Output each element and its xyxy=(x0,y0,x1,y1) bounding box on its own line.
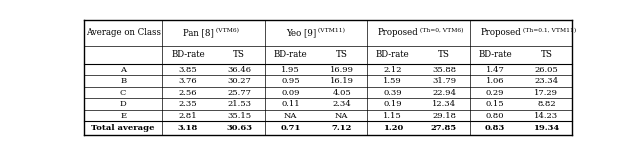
Text: C: C xyxy=(120,89,126,97)
Text: 17.29: 17.29 xyxy=(534,89,559,97)
Text: 0.80: 0.80 xyxy=(486,112,504,119)
Text: 3.76: 3.76 xyxy=(179,77,197,85)
Text: 35.88: 35.88 xyxy=(432,66,456,74)
Text: 3.85: 3.85 xyxy=(179,66,197,74)
Text: (VTM6): (VTM6) xyxy=(214,28,239,33)
Text: Yeo [9]: Yeo [9] xyxy=(285,28,316,37)
Text: Total average: Total average xyxy=(92,124,155,132)
Text: 0.15: 0.15 xyxy=(486,100,504,108)
Text: 0.39: 0.39 xyxy=(383,89,402,97)
Text: 3.18: 3.18 xyxy=(178,124,198,132)
Text: 27.85: 27.85 xyxy=(431,124,457,132)
Text: 2.81: 2.81 xyxy=(179,112,197,119)
Text: 2.35: 2.35 xyxy=(179,100,197,108)
Text: 0.11: 0.11 xyxy=(281,100,300,108)
Text: (Th=0.1, VTM11): (Th=0.1, VTM11) xyxy=(521,28,576,33)
Text: TS: TS xyxy=(541,50,552,59)
Text: 1.59: 1.59 xyxy=(383,77,402,85)
Text: 0.19: 0.19 xyxy=(383,100,402,108)
Text: E: E xyxy=(120,112,126,119)
Text: 1.47: 1.47 xyxy=(486,66,505,74)
Text: BD-rate: BD-rate xyxy=(478,50,512,59)
Text: 19.34: 19.34 xyxy=(533,124,559,132)
Text: TS: TS xyxy=(233,50,245,59)
Text: 36.46: 36.46 xyxy=(227,66,251,74)
Text: 35.15: 35.15 xyxy=(227,112,252,119)
Text: BD-rate: BD-rate xyxy=(376,50,410,59)
Text: 16.99: 16.99 xyxy=(330,66,353,74)
Text: 0.71: 0.71 xyxy=(280,124,301,132)
Text: 31.79: 31.79 xyxy=(432,77,456,85)
Text: BD-rate: BD-rate xyxy=(273,50,307,59)
Text: 0.83: 0.83 xyxy=(485,124,506,132)
Text: 30.63: 30.63 xyxy=(226,124,252,132)
Text: 25.77: 25.77 xyxy=(227,89,251,97)
Text: TS: TS xyxy=(335,50,348,59)
Text: 23.34: 23.34 xyxy=(534,77,559,85)
Text: 22.94: 22.94 xyxy=(432,89,456,97)
Text: 29.18: 29.18 xyxy=(432,112,456,119)
Text: 14.23: 14.23 xyxy=(534,112,559,119)
Text: 2.34: 2.34 xyxy=(332,100,351,108)
Text: B: B xyxy=(120,77,126,85)
Text: (VTM11): (VTM11) xyxy=(316,28,345,33)
Text: 30.27: 30.27 xyxy=(227,77,251,85)
Text: 1.95: 1.95 xyxy=(281,66,300,74)
Text: 2.12: 2.12 xyxy=(383,66,402,74)
Text: TS: TS xyxy=(438,50,450,59)
Text: 7.12: 7.12 xyxy=(332,124,352,132)
Text: A: A xyxy=(120,66,126,74)
Text: 0.29: 0.29 xyxy=(486,89,504,97)
Text: 4.05: 4.05 xyxy=(332,89,351,97)
Text: Proposed: Proposed xyxy=(480,28,521,37)
Text: NA: NA xyxy=(284,112,297,119)
Text: D: D xyxy=(120,100,127,108)
Text: (Th=0, VTM6): (Th=0, VTM6) xyxy=(419,28,464,33)
Text: 0.95: 0.95 xyxy=(281,77,300,85)
Text: 1.06: 1.06 xyxy=(486,77,504,85)
Text: 16.19: 16.19 xyxy=(330,77,353,85)
Text: NA: NA xyxy=(335,112,348,119)
Text: 1.15: 1.15 xyxy=(383,112,402,119)
Text: 1.20: 1.20 xyxy=(383,124,403,132)
Text: Average on Class: Average on Class xyxy=(86,28,161,37)
Text: BD-rate: BD-rate xyxy=(171,50,205,59)
Text: Pan [8]: Pan [8] xyxy=(182,28,214,37)
Text: 2.56: 2.56 xyxy=(179,89,197,97)
Text: 21.53: 21.53 xyxy=(227,100,251,108)
Text: Proposed: Proposed xyxy=(378,28,419,37)
Text: 26.05: 26.05 xyxy=(534,66,558,74)
Text: 8.82: 8.82 xyxy=(537,100,556,108)
Text: 12.34: 12.34 xyxy=(432,100,456,108)
Text: 0.09: 0.09 xyxy=(281,89,300,97)
